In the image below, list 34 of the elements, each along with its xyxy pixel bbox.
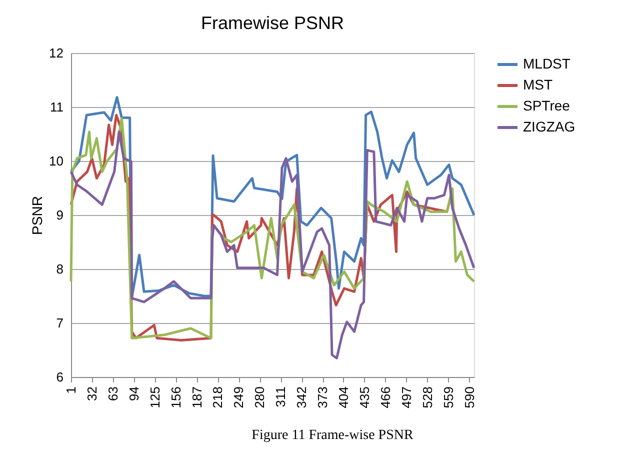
y-tick-label: 9 [56,208,64,222]
caption: Figure 11 Frame-wise PSNR [252,428,414,443]
y-axis-title: PSNR [29,196,46,235]
x-tick-label: 497 [398,386,414,408]
x-tick-label: 435 [356,386,372,408]
y-tick-label: 8 [56,262,64,276]
y-tick-label: 12 [49,46,64,60]
chart-title: Framewise PSNR [200,13,344,33]
x-tick-label: 373 [315,386,330,408]
legend-label: MST [523,76,553,92]
x-tick-label: 528 [420,386,435,408]
x-tick-label: 94 [126,386,142,401]
x-tick-label: 280 [252,386,268,408]
x-tick-label: 125 [147,386,162,408]
x-tick-label: 311 [273,386,288,408]
legend-label: SPTree [523,98,570,114]
y-tick-label: 7 [56,316,64,330]
x-tick-label: 404 [336,386,351,408]
x-tick-label: 590 [462,386,477,408]
x-tick-label: 32 [84,386,100,401]
legend-label: MLDST [523,56,571,72]
x-tick-label: 466 [378,386,393,408]
x-tick-label: 249 [231,386,246,408]
x-tick-label: 559 [440,386,456,408]
y-tick-label: 6 [56,370,64,384]
y-tick-label: 11 [50,100,64,114]
x-tick-label: 1 [64,386,78,394]
legend-label: ZIGZAG [523,118,576,134]
y-tick-label: 10 [49,154,64,168]
x-tick-label: 342 [294,386,310,408]
x-tick-label: 156 [168,386,184,408]
x-tick-label: 218 [210,386,226,408]
x-tick-label: 187 [189,386,204,408]
x-tick-label: 63 [105,386,120,401]
